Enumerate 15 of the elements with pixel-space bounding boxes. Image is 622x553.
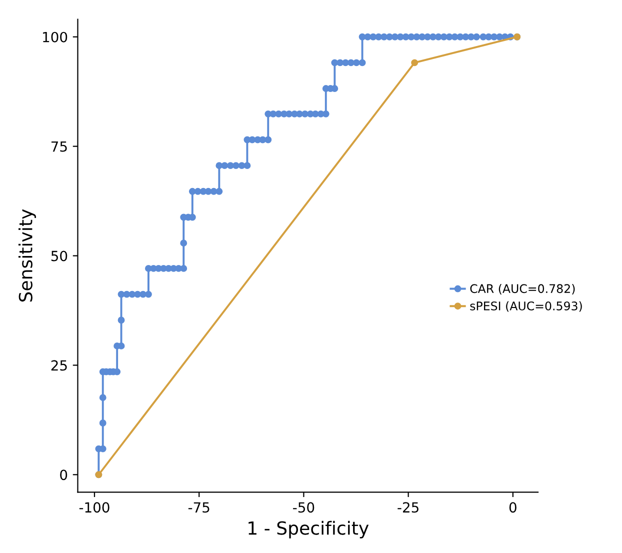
y-axis-title: Sensitivity	[18, 209, 36, 302]
legend-label: sPESI (AUC=0.593)	[470, 301, 582, 312]
x-tick-label: -75	[188, 502, 210, 513]
x-tick-label: -100	[79, 502, 110, 513]
y-tick-label: 100	[43, 32, 68, 42]
x-tick-label: -50	[293, 502, 314, 513]
y-tick-label: 25	[51, 360, 67, 371]
x-axis-title: 1 - Specificity	[248, 520, 369, 538]
legend-label: CAR (AUC=0.782)	[470, 284, 575, 294]
y-tick-label: 0	[60, 470, 68, 480]
y-tick-label: 50	[51, 250, 68, 262]
point	[411, 59, 418, 66]
y-tick-label: 75	[51, 141, 67, 152]
x-tick-label: 0	[509, 502, 516, 513]
x-tick-label: -25	[398, 502, 418, 513]
